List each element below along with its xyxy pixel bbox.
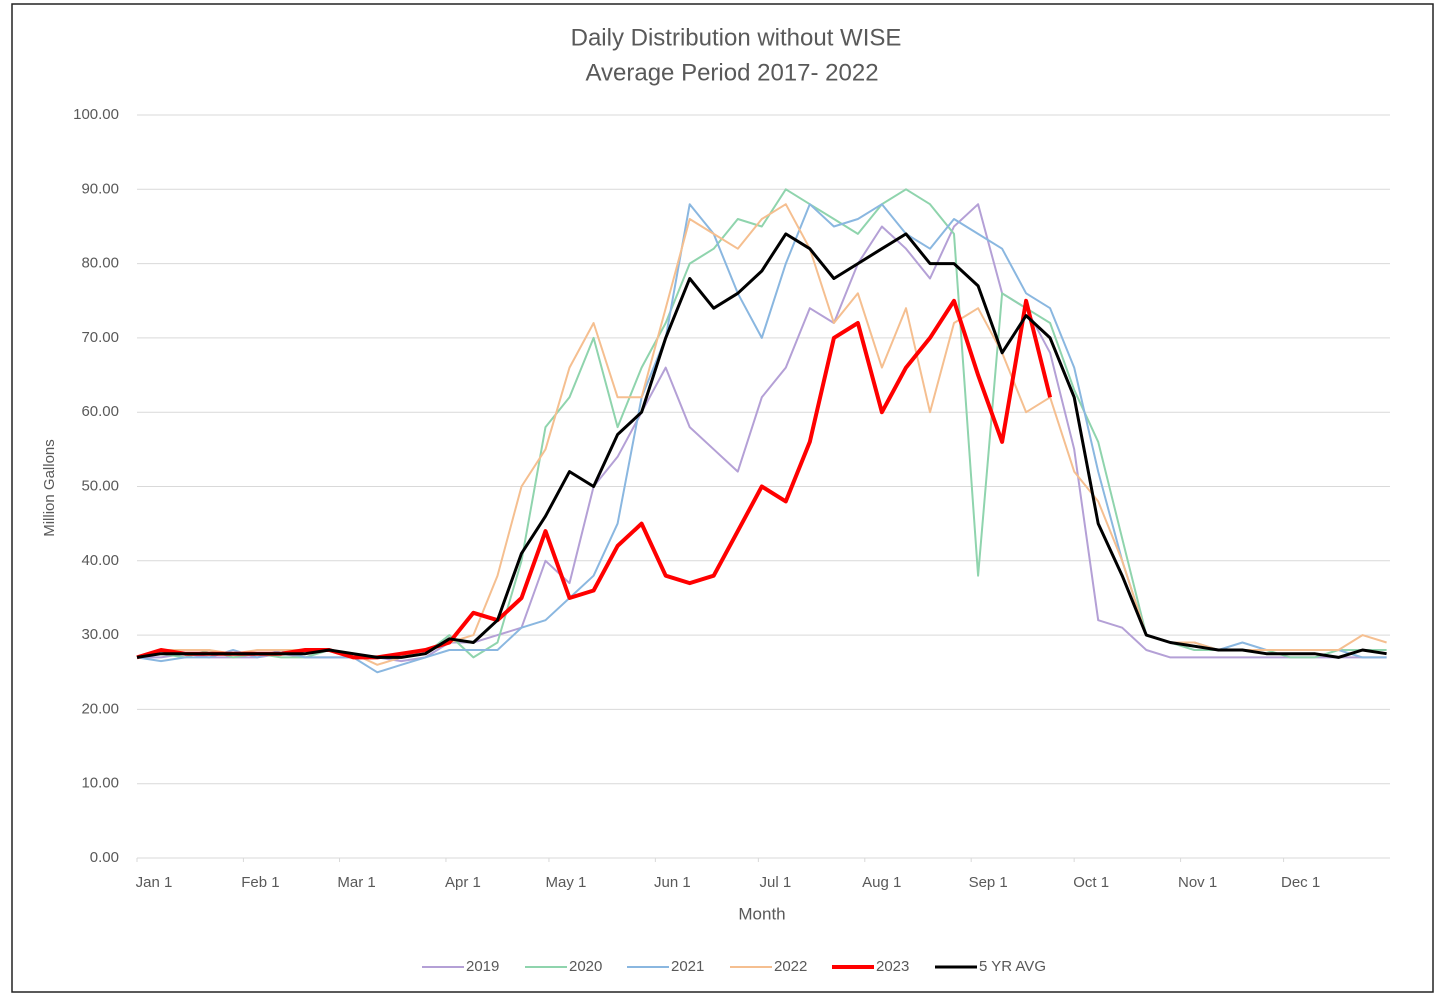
- y-tick-label: 40.00: [81, 552, 119, 569]
- legend-label: 2020: [569, 958, 602, 975]
- x-tick-label: May 1: [546, 874, 587, 891]
- y-tick-label: 30.00: [81, 626, 119, 643]
- x-tick-label: Oct 1: [1073, 874, 1109, 891]
- x-tick-label: Dec 1: [1281, 874, 1320, 891]
- x-tick-label: Aug 1: [862, 874, 901, 891]
- legend-label: 2023: [876, 958, 909, 975]
- y-tick-label: 70.00: [81, 329, 119, 346]
- x-tick-label: Jan 1: [136, 874, 173, 891]
- series-line: [136, 232, 1387, 659]
- chart-title: Daily Distribution without WISE: [571, 24, 902, 51]
- chart-border: [11, 3, 1434, 993]
- x-tick-label: Apr 1: [445, 874, 481, 891]
- x-tick-label: Nov 1: [1178, 874, 1217, 891]
- y-tick-label: 80.00: [81, 255, 119, 272]
- x-tick-label: Jun 1: [654, 874, 691, 891]
- y-tick-label: 0.00: [90, 849, 119, 866]
- legend-label: 2021: [671, 958, 704, 975]
- legend-label: 2022: [774, 958, 807, 975]
- x-axis-label: Month: [738, 904, 785, 923]
- y-tick-label: 50.00: [81, 477, 119, 494]
- x-tick-label: Sep 1: [969, 874, 1008, 891]
- x-tick-label: Jul 1: [760, 874, 792, 891]
- y-tick-label: 20.00: [81, 700, 119, 717]
- y-axis-label: Million Gallons: [41, 439, 58, 537]
- y-tick-label: 60.00: [81, 403, 119, 420]
- chart-subtitle: Average Period 2017- 2022: [585, 59, 878, 86]
- y-tick-label: 90.00: [81, 180, 119, 197]
- x-tick-label: Mar 1: [337, 874, 375, 891]
- y-tick-label: 10.00: [81, 775, 119, 792]
- legend-label: 5 YR AVG: [979, 958, 1046, 975]
- x-tick-label: Feb 1: [241, 874, 279, 891]
- legend-label: 2019: [466, 958, 499, 975]
- y-tick-label: 100.00: [73, 106, 119, 123]
